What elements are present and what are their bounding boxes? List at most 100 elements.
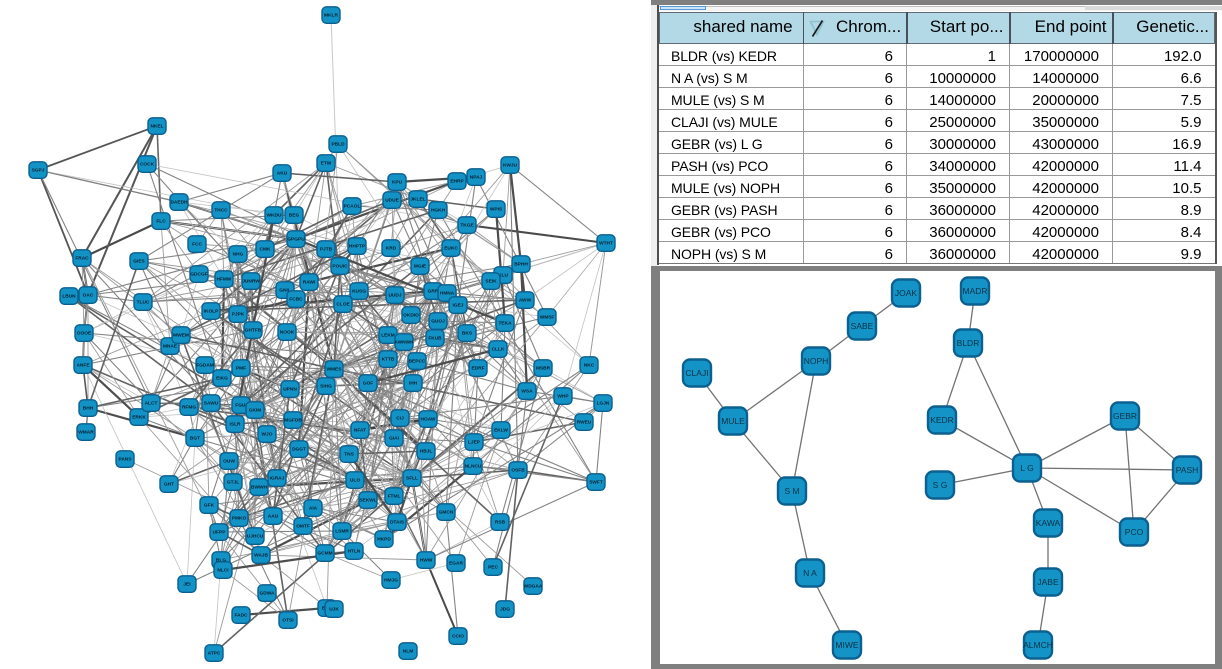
svg-text:S M: S M: [784, 486, 799, 496]
svg-text:CLAJI: CLAJI: [685, 368, 708, 378]
svg-text:ALMCH: ALMCH: [1023, 640, 1053, 650]
svg-text:TLUC: TLUC: [137, 300, 150, 306]
svg-text:SEIK: SEIK: [485, 279, 497, 285]
svg-text:MGIE: MGIE: [414, 264, 427, 270]
svg-text:CLOE: CLOE: [336, 302, 350, 308]
svg-text:TKGE: TKGE: [460, 223, 474, 229]
svg-text:HHPTP: HHPTP: [349, 244, 366, 250]
svg-text:COCK: COCK: [140, 162, 155, 168]
svg-text:WSA: WSA: [521, 389, 533, 395]
svg-text:N A: N A: [803, 568, 817, 578]
svg-text:GFK: GFK: [204, 503, 215, 509]
svg-text:EKLW: EKLW: [494, 428, 508, 434]
svg-text:GNIL: GNIL: [279, 288, 291, 294]
svg-text:NHG: NHG: [233, 252, 244, 258]
svg-text:PBLD: PBLD: [331, 142, 345, 148]
svg-text:GDWA: GDWA: [260, 591, 275, 597]
svg-text:RFMG: RFMG: [182, 405, 196, 411]
svg-text:NKC: NKC: [584, 363, 595, 369]
svg-text:CIJ: CIJ: [396, 416, 404, 422]
svg-text:SGPJ: SGPJ: [32, 168, 45, 174]
svg-text:MNAE: MNAE: [163, 344, 178, 350]
svg-text:GRR: GRR: [428, 289, 439, 295]
svg-text:PCAOL: PCAOL: [344, 204, 361, 210]
svg-text:UJHCU: UJHCU: [247, 534, 264, 540]
svg-text:CMK: CMK: [260, 247, 271, 253]
svg-text:BHH: BHH: [83, 406, 94, 412]
svg-text:BEPCC: BEPCC: [409, 359, 426, 365]
svg-text:ULO: ULO: [350, 478, 360, 484]
svg-text:JDG: JDG: [500, 607, 510, 613]
svg-text:MWEM: MWEM: [173, 333, 189, 339]
svg-text:SFLL: SFLL: [406, 476, 418, 482]
svg-text:OKDIO: OKDIO: [403, 313, 419, 319]
svg-text:UFPP: UFPP: [213, 530, 227, 536]
svg-text:THCC: THCC: [214, 208, 228, 214]
svg-text:WAJB: WAJB: [254, 553, 268, 559]
svg-text:BEG: BEG: [289, 213, 300, 219]
svg-text:GHT: GHT: [164, 482, 174, 488]
svg-text:FTML: FTML: [388, 494, 401, 500]
svg-text:IGRAJ: IGRAJ: [270, 476, 285, 482]
svg-text:PEC: PEC: [488, 565, 498, 571]
svg-text:IHH: IHH: [409, 381, 418, 387]
svg-text:KRD: KRD: [386, 246, 397, 252]
svg-text:NOPH: NOPH: [804, 356, 829, 366]
svg-text:UJK: UJK: [329, 607, 339, 613]
svg-text:EDRF: EDRF: [471, 366, 484, 372]
svg-text:UUDJ: UUDJ: [388, 293, 401, 299]
svg-text:HTLN: HTLN: [348, 549, 361, 555]
svg-text:GHTFB: GHTFB: [245, 328, 262, 334]
svg-text:GDCGF: GDCGF: [190, 272, 207, 278]
svg-text:KPU: KPU: [392, 180, 403, 186]
svg-text:TNS: TNS: [344, 452, 354, 458]
svg-text:GIES: GIES: [133, 259, 145, 265]
svg-text:BGT: BGT: [190, 436, 200, 442]
svg-text:SAWU: SAWU: [204, 401, 219, 407]
svg-text:ANFE: ANFE: [76, 363, 90, 369]
svg-text:WJO: WJO: [262, 432, 273, 438]
svg-text:LBUN: LBUN: [62, 294, 76, 300]
svg-text:ATPC: ATPC: [208, 651, 221, 657]
svg-text:KUSG: KUSG: [352, 289, 366, 295]
svg-text:TEKA: TEKA: [498, 321, 512, 327]
svg-text:WPIS: WPIS: [490, 207, 503, 213]
svg-text:GTJL: GTJL: [227, 480, 239, 486]
svg-text:WTHT: WTHT: [599, 241, 613, 247]
svg-text:SIHG: SIHG: [320, 384, 332, 390]
svg-text:OUW: OUW: [223, 459, 235, 465]
svg-text:GEBR: GEBR: [1113, 411, 1137, 421]
svg-text:PJTB: PJTB: [320, 247, 333, 253]
svg-text:NPAJ: NPAJ: [470, 175, 483, 181]
svg-text:NLNCU: NLNCU: [465, 464, 482, 470]
svg-text:BWWH: BWWH: [251, 485, 268, 491]
svg-text:HOAW: HOAW: [421, 417, 436, 423]
svg-text:LSMR: LSMR: [335, 529, 349, 535]
svg-text:MADR: MADR: [962, 286, 987, 296]
svg-text:GCMM: GCMM: [317, 551, 332, 557]
svg-text:LGJN: LGJN: [597, 401, 610, 407]
svg-text:WMAR: WMAR: [78, 430, 94, 436]
svg-text:RWEU: RWEU: [577, 420, 592, 426]
svg-text:AKU: AKU: [277, 171, 288, 177]
svg-text:JEI: JEI: [183, 582, 191, 588]
svg-text:PANS: PANS: [119, 457, 133, 463]
svg-text:S G: S G: [933, 480, 948, 490]
svg-text:KAWA: KAWA: [1036, 518, 1061, 528]
svg-text:PMKO: PMKO: [232, 516, 247, 522]
svg-text:FRAC: FRAC: [75, 256, 89, 262]
svg-text:PMF: PMF: [236, 366, 246, 372]
svg-text:GMCN: GMCN: [439, 510, 454, 516]
svg-text:AAU: AAU: [268, 514, 279, 520]
svg-text:KTTB: KTTB: [382, 357, 395, 363]
svg-text:NLM: NLM: [403, 649, 413, 655]
svg-text:ISLR: ISLR: [230, 422, 241, 428]
svg-text:FLC: FLC: [156, 219, 166, 225]
svg-text:GKIM: GKIM: [249, 408, 262, 414]
svg-text:BKS: BKS: [462, 331, 473, 337]
svg-text:KWJU: KWJU: [503, 163, 518, 169]
svg-text:AWNWK: AWNWK: [394, 340, 414, 346]
svg-text:POUIC: POUIC: [332, 264, 348, 270]
svg-text:OMTF: OMTF: [296, 524, 310, 530]
svg-text:JUNRW: JUNRW: [242, 279, 260, 285]
